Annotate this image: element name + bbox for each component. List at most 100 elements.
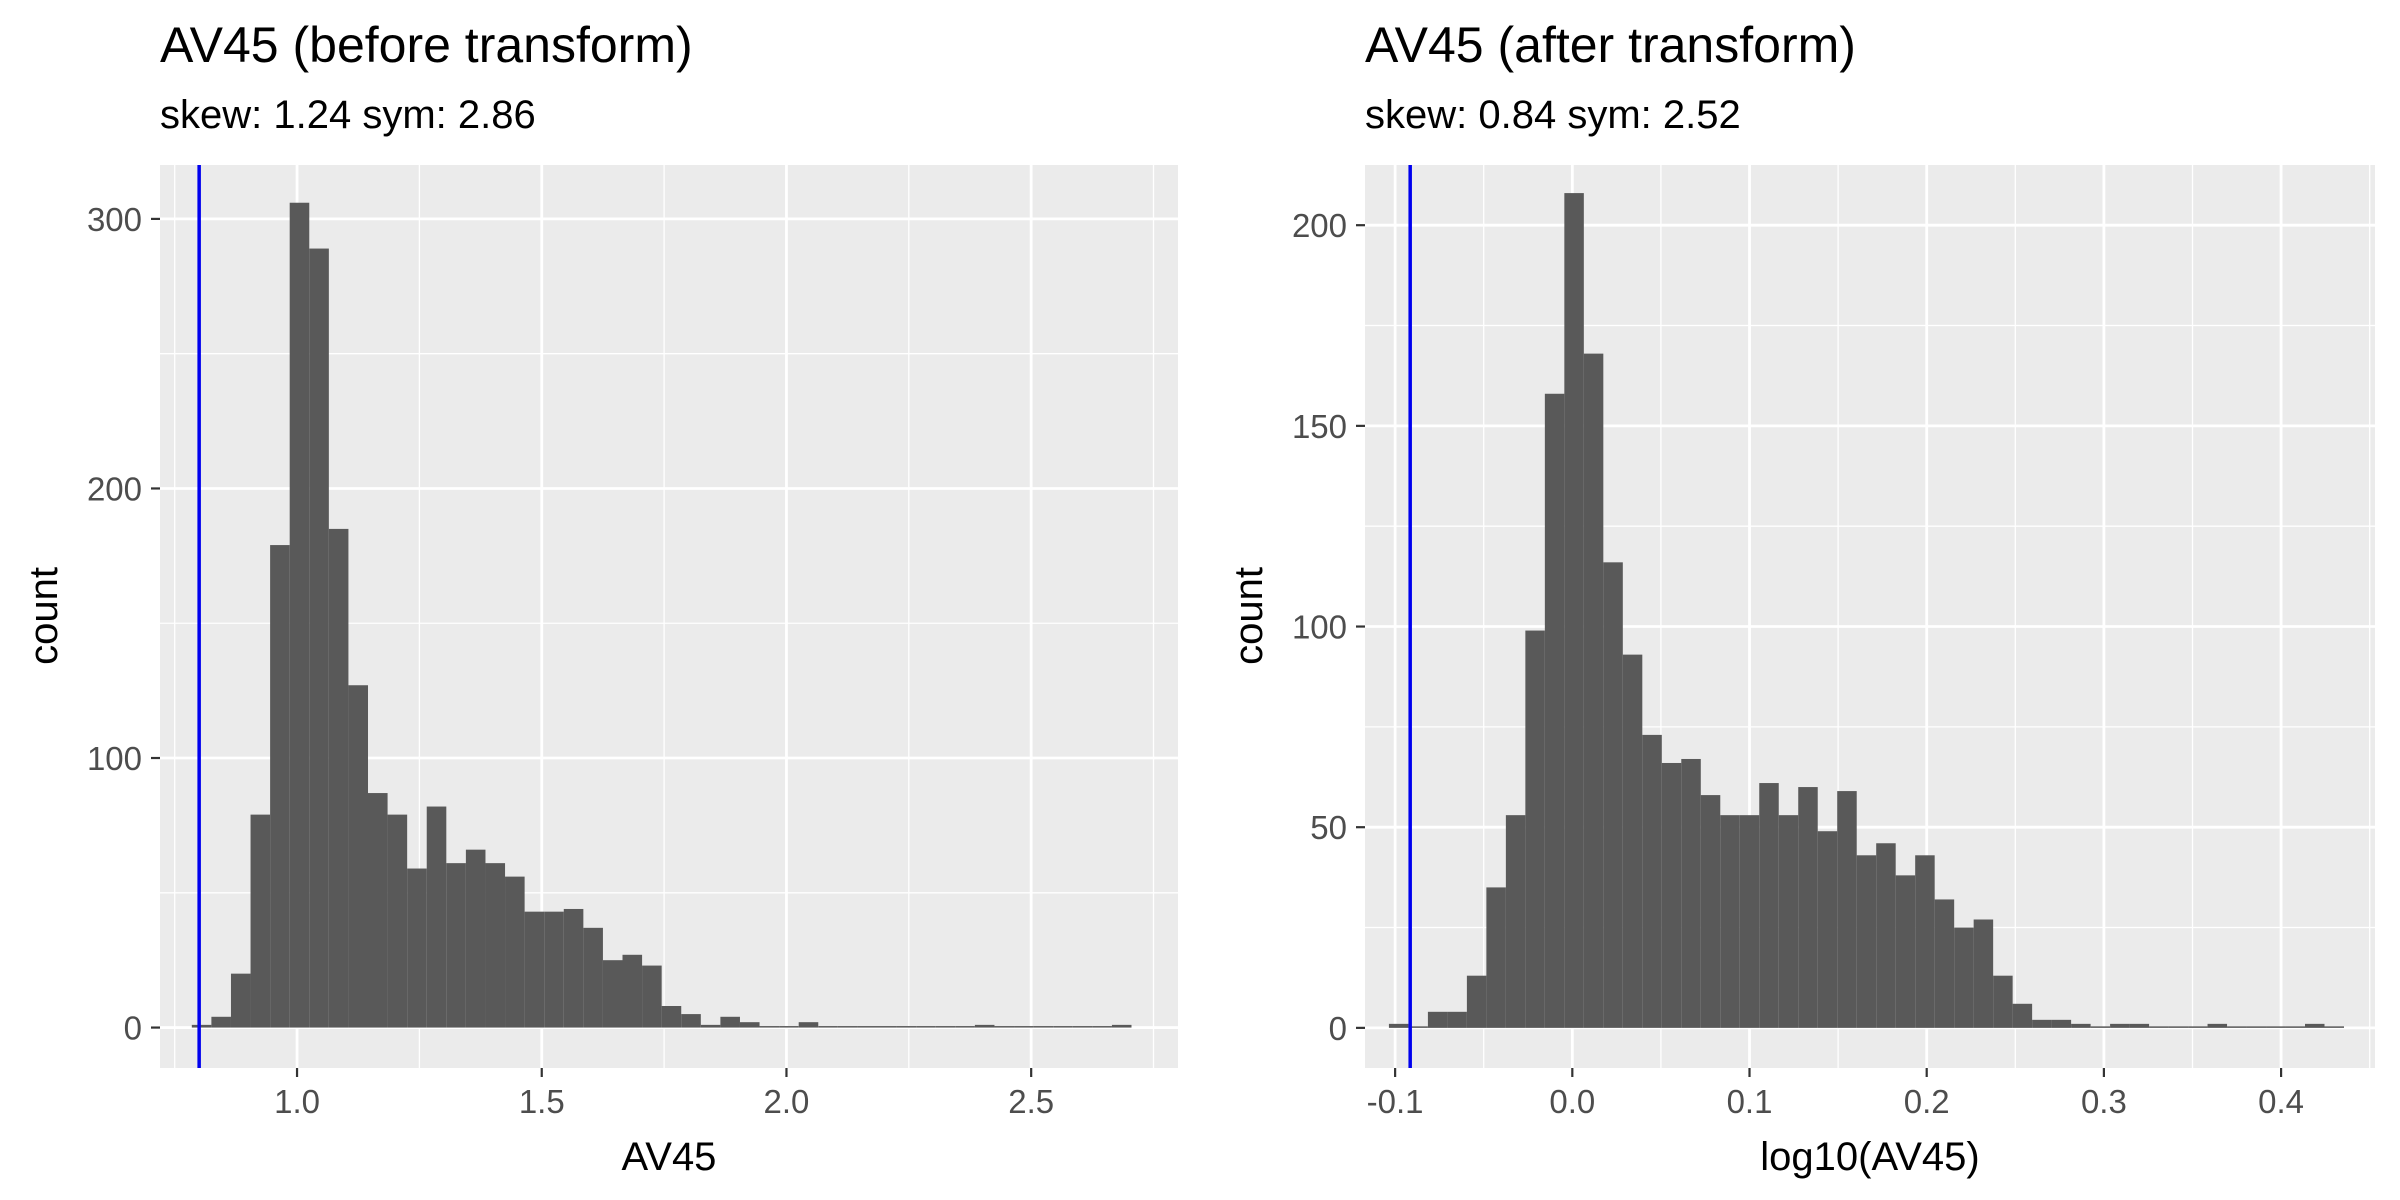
x-axis-title: log10(AV45) [1760, 1135, 1979, 1179]
histogram-bar [289, 202, 310, 1028]
x-tick-label: 2.5 [1008, 1083, 1054, 1120]
panel-after-transform: AV45 (after transform) skew: 0.84 sym: 2… [1227, 17, 2375, 1179]
histogram-bar [1447, 1011, 1467, 1028]
histogram-bar [328, 528, 349, 1028]
histogram-bar [1525, 630, 1545, 1028]
histogram-bar [759, 1026, 780, 1028]
histogram-bar [935, 1026, 956, 1028]
histogram-bar [1505, 815, 1526, 1028]
histogram-bar [1408, 1026, 1428, 1028]
x-tick-label: 1.0 [274, 1083, 320, 1120]
y-axis-ticks: 0 100 200 300 [87, 201, 160, 1047]
histogram-bar [1014, 1026, 1034, 1028]
y-tick-label: 200 [1292, 207, 1347, 244]
histogram-bar [2032, 1019, 2052, 1028]
histogram-bar [1720, 815, 1740, 1028]
histogram-bar [661, 1006, 682, 1028]
x-axis-ticks: 1.0 1.5 2.0 2.5 [274, 1068, 1054, 1120]
histogram-bar [426, 806, 447, 1028]
histogram-bar [309, 248, 329, 1028]
histogram-bar [1092, 1026, 1112, 1028]
histogram-bar [1973, 919, 1994, 1028]
x-axis-ticks: -0.1 0.0 0.1 0.2 0.3 0.4 [1367, 1068, 2304, 1120]
histogram-bar [1895, 875, 1916, 1028]
histogram-bar [348, 685, 369, 1028]
y-tick-label: 150 [1292, 408, 1347, 445]
histogram-bar [230, 973, 251, 1028]
histogram-bar [1622, 654, 1643, 1028]
histogram-bar [2168, 1026, 2189, 1028]
histogram-bar [642, 965, 662, 1028]
chart-subtitle: skew: 1.24 sym: 2.86 [160, 93, 536, 137]
histogram-bar [2149, 1026, 2169, 1028]
histogram-bar [818, 1026, 838, 1028]
y-tick-label: 0 [124, 1010, 142, 1047]
histogram-bar [1466, 975, 1487, 1028]
chart-title: AV45 (after transform) [1365, 17, 1856, 73]
x-tick-label: 0.1 [1727, 1083, 1773, 1120]
histogram-bar [1739, 815, 1760, 1028]
histogram-bar [1876, 843, 1896, 1028]
histogram-bar [1642, 734, 1662, 1028]
y-axis-ticks: 0 50 100 150 200 [1292, 207, 1365, 1047]
x-tick-label: 0.4 [2258, 1083, 2304, 1120]
y-axis-title: count [22, 567, 66, 665]
histogram-bar [446, 863, 466, 1028]
histogram-bar [1486, 887, 1506, 1028]
histogram-bar [1544, 393, 1565, 1028]
histogram-bar [465, 849, 486, 1028]
x-tick-label: 0.2 [1904, 1083, 1950, 1120]
histogram-bar [837, 1026, 858, 1028]
histogram-bar [2285, 1026, 2306, 1028]
histogram-bar [270, 545, 290, 1028]
histogram-bar [1993, 975, 2013, 1028]
histogram-bar [1759, 783, 1779, 1028]
histogram-bars [1388, 193, 2344, 1028]
histogram-bar [2246, 1026, 2267, 1028]
chart-subtitle: skew: 0.84 sym: 2.52 [1365, 93, 1741, 137]
chart-title: AV45 (before transform) [160, 17, 693, 73]
y-tick-label: 0 [1329, 1010, 1347, 1047]
histogram-bar [583, 927, 603, 1028]
histogram-bar [877, 1026, 897, 1028]
histogram-bars [191, 202, 1132, 1028]
x-tick-label: 1.5 [519, 1083, 565, 1120]
histogram-bar [2207, 1023, 2228, 1028]
histogram-bar [739, 1022, 760, 1028]
histogram-bar [544, 911, 564, 1028]
y-tick-label: 100 [1292, 609, 1347, 646]
histogram-bar [994, 1026, 1015, 1028]
histogram-bar [485, 863, 506, 1028]
histogram-bar [2110, 1023, 2130, 1028]
histogram-bar [250, 814, 271, 1028]
histogram-bar [1388, 1023, 1409, 1028]
histogram-bar [622, 954, 643, 1028]
histogram-bar [2324, 1026, 2344, 1028]
x-tick-label: -0.1 [1367, 1083, 1424, 1120]
histogram-bar [1033, 1026, 1054, 1028]
histogram-bar [2090, 1026, 2111, 1028]
histogram-bar [1798, 787, 1818, 1028]
y-axis-title: count [1227, 567, 1271, 665]
histogram-bar [1583, 353, 1604, 1028]
histogram-bar [2051, 1019, 2072, 1028]
histogram-bar [779, 1026, 799, 1028]
histogram-bar [1564, 193, 1584, 1028]
histogram-bar [1053, 1026, 1073, 1028]
histogram-bar [1111, 1024, 1132, 1028]
histogram-bar [1661, 762, 1682, 1028]
histogram-bar [896, 1026, 917, 1028]
histogram-bar [1837, 791, 1857, 1028]
histogram-bar [2071, 1023, 2091, 1028]
x-axis-title: AV45 [622, 1135, 717, 1179]
histogram-bar [524, 911, 545, 1028]
x-tick-label: 0.3 [2081, 1083, 2127, 1120]
histogram-bar [1778, 815, 1799, 1028]
histogram-bar [1915, 855, 1935, 1028]
x-tick-label: 2.0 [764, 1083, 810, 1120]
histogram-bar [720, 1016, 740, 1028]
histogram-bar [681, 1014, 701, 1028]
histogram-bar [2227, 1026, 2247, 1028]
histogram-bar [211, 1016, 231, 1028]
